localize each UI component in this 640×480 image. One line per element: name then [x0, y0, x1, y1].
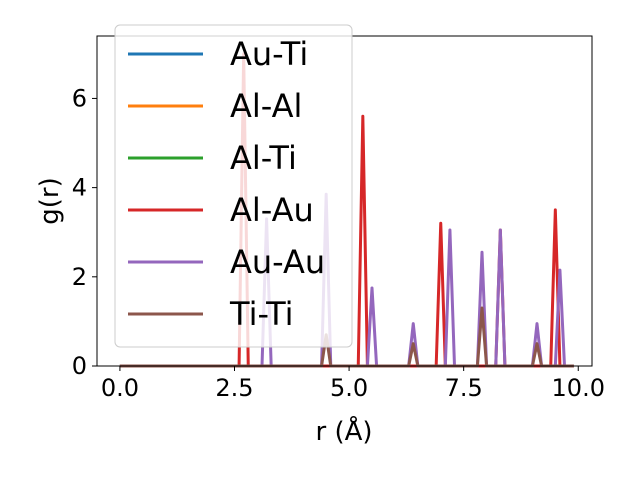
x-tick-label: 2.5: [215, 374, 253, 402]
legend-label-1: Al-Al: [230, 87, 302, 125]
legend-label-0: Au-Ti: [230, 35, 308, 73]
x-tick-label: 0.0: [101, 374, 139, 402]
y-tick-label: 0: [72, 352, 87, 380]
y-tick-label: 2: [72, 263, 87, 291]
legend-label-2: Al-Ti: [230, 139, 297, 177]
legend: Au-Ti Al-Al Al-Ti Al-Au Au-Au Ti-Ti: [114, 24, 353, 348]
y-tick-label: 6: [72, 84, 87, 112]
legend-label-4: Au-Au: [230, 243, 325, 281]
legend-label-3: Al-Au: [230, 191, 314, 229]
x-axis-label: r (Å): [315, 415, 372, 447]
legend-label-5: Ti-Ti: [229, 295, 294, 333]
x-tick-label: 5.0: [330, 374, 368, 402]
y-tick-label: 4: [72, 174, 87, 202]
y-axis-label: g(r): [35, 177, 65, 224]
tick-layer: 0.0 2.5 5.0 7.5 10.0 0 2 4 6: [72, 84, 605, 402]
x-tick-label: 10.0: [552, 374, 605, 402]
x-tick-label: 7.5: [445, 374, 483, 402]
